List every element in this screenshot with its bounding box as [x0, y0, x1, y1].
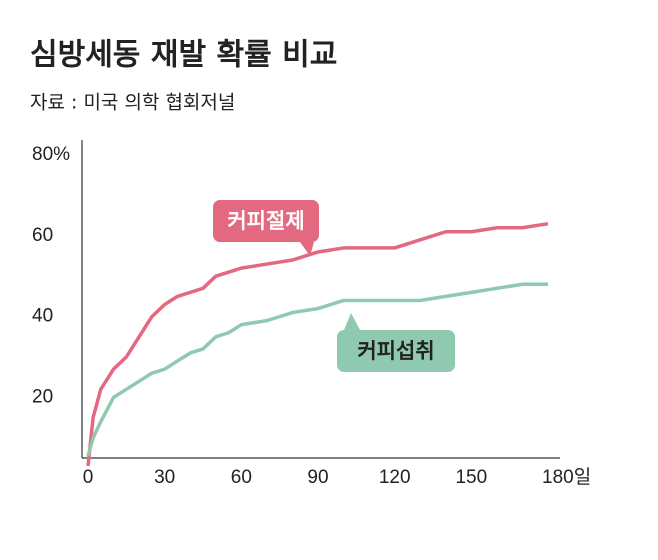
- x-tick-label: 90: [307, 467, 328, 488]
- legend-box: [337, 330, 455, 372]
- x-tick-label: 0: [83, 467, 94, 488]
- series-line: [86, 221, 549, 467]
- legend-label: 커피섭취: [357, 339, 434, 363]
- y-tick-label: 20: [32, 386, 53, 407]
- x-tick-label: 30: [154, 467, 175, 488]
- x-tick-label: 60: [231, 467, 252, 488]
- legend-label: 커피절제: [227, 209, 304, 233]
- legend-pointer: [344, 313, 360, 330]
- chart-title: 심방세동 재발 확률 비교: [30, 38, 337, 73]
- y-tick-label: 60: [32, 225, 53, 246]
- y-tick-label: 40: [32, 306, 53, 327]
- legend-item: 커피절제: [213, 200, 319, 256]
- series-line: [86, 282, 548, 457]
- legend-box: [213, 200, 319, 242]
- chart-subtitle: 자료 : 미국 의학 협회저널: [30, 92, 235, 114]
- legend-item: 커피섭취: [337, 313, 455, 372]
- y-tick-label: 80%: [32, 144, 70, 165]
- x-tick-label: 150: [455, 467, 487, 488]
- x-tick-label: 180일: [542, 466, 591, 488]
- legend-pointer: [300, 242, 314, 256]
- x-tick-label: 120: [379, 467, 411, 488]
